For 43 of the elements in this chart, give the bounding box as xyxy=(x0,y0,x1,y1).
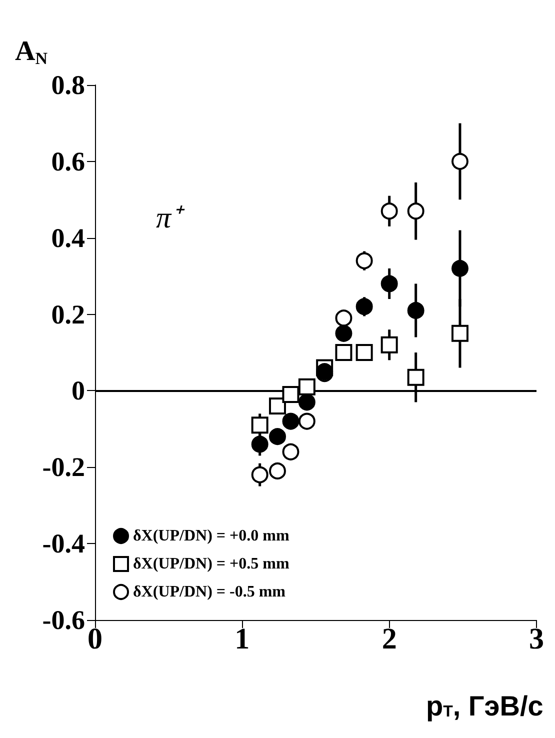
x-tick-label: 2 xyxy=(382,622,397,656)
point xyxy=(269,462,286,480)
y-tick-label: -0.2 xyxy=(42,452,85,482)
point xyxy=(268,398,286,414)
point xyxy=(451,152,468,170)
point xyxy=(407,202,424,220)
x-tick-label: 1 xyxy=(234,622,250,656)
point xyxy=(251,416,268,434)
point xyxy=(356,298,373,316)
y-tick-label: -0.4 xyxy=(42,528,85,559)
point xyxy=(282,386,300,404)
point xyxy=(335,310,352,327)
point xyxy=(298,412,316,430)
x-tick-label: 3 xyxy=(529,622,544,656)
point xyxy=(335,344,352,361)
point xyxy=(251,436,268,453)
point xyxy=(380,275,398,292)
legend-label: δX(UP/DN) = +0.5 mm xyxy=(133,556,290,572)
point xyxy=(335,324,352,342)
annotation: π⁺ xyxy=(156,202,186,234)
point xyxy=(451,324,468,342)
y-tick-label: 0.4 xyxy=(51,222,85,253)
point xyxy=(298,378,316,396)
y-tick-label: 0 xyxy=(72,376,85,406)
point xyxy=(407,368,424,386)
point xyxy=(282,412,300,430)
y-tick-label: 0.6 xyxy=(51,146,85,176)
point xyxy=(380,336,398,354)
point xyxy=(451,260,468,277)
point xyxy=(356,344,373,361)
point xyxy=(251,466,268,484)
y-tick-label: 0.8 xyxy=(51,70,85,100)
legend-label: δX(UP/DN) = +0.0 mm xyxy=(133,528,290,544)
point xyxy=(407,302,424,319)
x-axis-title: pT, ГэВ/с xyxy=(426,690,544,722)
y-tick-label: 0.2 xyxy=(51,299,85,330)
point xyxy=(269,428,286,446)
point xyxy=(282,443,300,460)
legend-label: δX(UP/DN) = -0.5 mm xyxy=(133,584,286,600)
point xyxy=(356,252,373,270)
y-tick-label: -0.6 xyxy=(42,605,85,635)
point xyxy=(380,202,398,220)
point xyxy=(298,394,316,411)
